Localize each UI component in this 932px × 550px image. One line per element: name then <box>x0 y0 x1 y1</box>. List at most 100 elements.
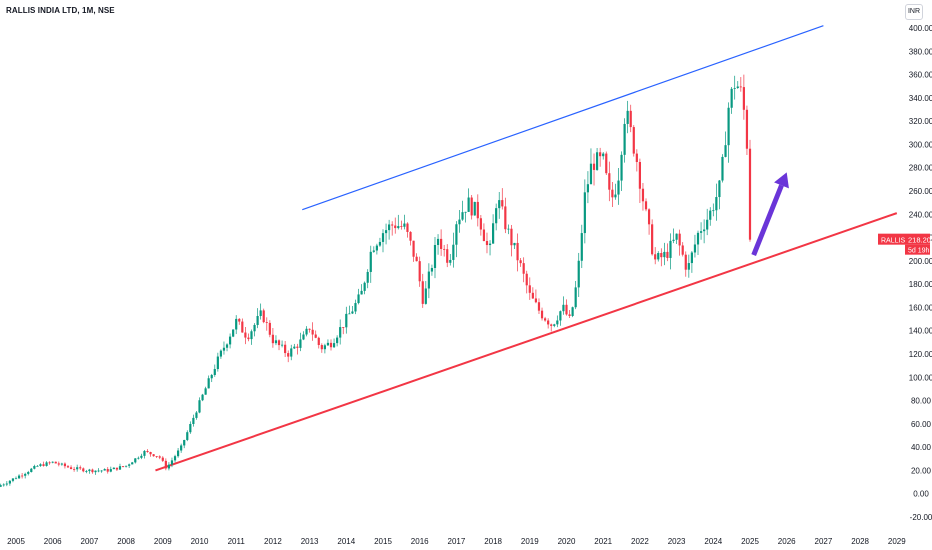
candle-body <box>73 469 76 470</box>
candle-body <box>455 224 458 245</box>
y-tick-label: 340.00 <box>909 94 932 103</box>
candle-body <box>504 206 507 230</box>
candle-body <box>287 353 290 357</box>
candle-body <box>430 267 434 272</box>
candle-body <box>724 145 727 157</box>
candle-body <box>461 212 464 220</box>
candle-body <box>519 260 522 264</box>
candle-body <box>54 461 57 464</box>
candle-body <box>293 346 296 349</box>
candle-body <box>11 478 15 481</box>
candle-body <box>106 469 109 472</box>
candle-body <box>657 252 660 260</box>
y-tick-label: 160.00 <box>909 303 932 312</box>
candle-body <box>427 271 430 289</box>
candle-body <box>14 478 18 480</box>
candle-body <box>534 298 538 303</box>
candle-body <box>687 263 690 270</box>
candle-body <box>452 244 455 260</box>
candle-body <box>626 110 629 124</box>
y-tick-label: 60.00 <box>911 420 932 429</box>
price-label-symbol: RALLIS <box>881 238 905 245</box>
candle-body <box>617 180 620 195</box>
candle-body <box>479 218 482 230</box>
candle-body <box>742 87 745 110</box>
candle-body <box>696 232 700 245</box>
candle-body <box>342 327 345 328</box>
candle-body <box>550 324 553 326</box>
candle-body <box>299 339 302 348</box>
candle-body <box>409 231 412 241</box>
candle-body <box>614 194 617 198</box>
x-tick-label: 2023 <box>668 537 686 546</box>
x-tick-label: 2024 <box>704 537 722 546</box>
upper-trendline <box>302 25 824 211</box>
x-tick-label: 2026 <box>778 537 796 546</box>
candle-body <box>666 251 669 258</box>
candle-body <box>638 161 641 189</box>
candle-body <box>589 163 593 185</box>
candle-body <box>651 224 654 255</box>
x-tick-label: 2029 <box>888 537 906 546</box>
time-axis[interactable]: 2005 2006 2007 2008 2009 2010 2011 2012 2013 2014… <box>7 537 906 546</box>
candle-body <box>592 163 596 170</box>
candle-body <box>482 229 486 241</box>
candle-body <box>222 347 226 351</box>
candle-body <box>277 340 281 346</box>
candle-body <box>739 86 742 88</box>
candle-body <box>727 107 730 146</box>
candle-body <box>675 233 678 240</box>
candle-body <box>516 242 519 261</box>
candle-body <box>100 470 103 472</box>
candle-body <box>115 467 119 470</box>
candle-body <box>366 271 369 283</box>
candle-body <box>323 345 326 350</box>
candle-body <box>24 473 27 476</box>
candle-body <box>709 210 712 220</box>
candle-body <box>97 470 100 472</box>
candle-body <box>647 209 651 225</box>
candle-body <box>256 316 259 325</box>
x-tick-label: 2015 <box>374 537 392 546</box>
candle-body <box>326 342 330 346</box>
x-tick-label: 2011 <box>228 537 246 546</box>
price-axis[interactable]: -20.00 0.00 20.00 40.00 60.00 80.00 100.00 120.… <box>909 24 932 522</box>
candle-body <box>268 322 271 335</box>
candle-body <box>372 250 375 252</box>
candle-body <box>204 388 207 395</box>
currency-button[interactable]: INR <box>905 4 923 20</box>
candle-body <box>30 468 33 473</box>
candle-body <box>302 334 305 340</box>
y-tick-label: 100.00 <box>909 373 932 382</box>
y-tick-label: 360.00 <box>909 71 932 80</box>
candle-body <box>253 324 256 332</box>
candle-body <box>210 374 213 379</box>
candle-body <box>663 251 666 258</box>
candle-body <box>378 241 382 246</box>
candle-body <box>176 450 180 457</box>
candle-body <box>476 201 479 219</box>
candle-body <box>672 239 675 241</box>
candle-body <box>528 285 531 293</box>
candle-body <box>467 197 470 212</box>
y-tick-label: 260.00 <box>909 187 932 196</box>
candle-body <box>693 244 697 253</box>
candle-body <box>311 329 314 335</box>
candle-body <box>660 252 663 258</box>
candle-body <box>146 450 149 453</box>
arrow-head <box>774 172 789 189</box>
candle-body <box>690 252 693 264</box>
candle-body <box>244 332 247 338</box>
y-tick-label: 140.00 <box>909 327 932 336</box>
x-tick-label: 2006 <box>44 537 62 546</box>
candle-body <box>42 464 45 466</box>
x-tick-label: 2022 <box>631 537 649 546</box>
candle-body <box>308 328 311 330</box>
candle-body <box>540 310 544 319</box>
candle-body <box>180 445 183 451</box>
candle-body <box>525 273 528 286</box>
candle-body <box>418 261 421 282</box>
candle-body <box>247 337 250 340</box>
